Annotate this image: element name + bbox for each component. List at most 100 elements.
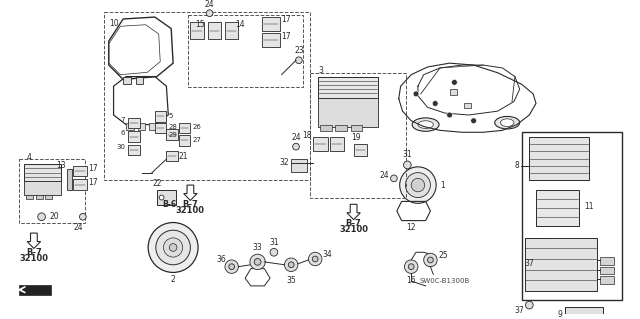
Bar bbox=[318, 77, 378, 98]
Text: 25: 25 bbox=[438, 251, 448, 260]
Bar bbox=[600, 267, 614, 274]
Bar bbox=[24, 181, 61, 195]
Bar bbox=[525, 238, 548, 257]
Bar bbox=[157, 190, 176, 205]
Text: 14: 14 bbox=[236, 20, 245, 29]
Ellipse shape bbox=[412, 118, 439, 131]
Bar bbox=[128, 131, 140, 142]
Text: 27: 27 bbox=[192, 137, 201, 143]
Text: 17: 17 bbox=[88, 164, 99, 173]
Text: SW0C-B1300B: SW0C-B1300B bbox=[420, 278, 470, 284]
Bar bbox=[565, 307, 604, 319]
Bar bbox=[450, 89, 458, 95]
Circle shape bbox=[159, 195, 164, 200]
Bar bbox=[318, 98, 378, 127]
Bar bbox=[166, 152, 178, 161]
Circle shape bbox=[250, 254, 265, 270]
Text: 31: 31 bbox=[403, 150, 412, 159]
Circle shape bbox=[428, 257, 433, 263]
Bar bbox=[26, 195, 33, 199]
Text: B-7: B-7 bbox=[182, 200, 198, 209]
Text: 13: 13 bbox=[56, 161, 65, 170]
Ellipse shape bbox=[148, 223, 198, 272]
Polygon shape bbox=[19, 285, 51, 294]
Text: 12: 12 bbox=[406, 224, 416, 233]
Text: 29: 29 bbox=[168, 132, 177, 138]
Text: 17: 17 bbox=[282, 32, 291, 41]
Circle shape bbox=[413, 91, 419, 97]
Text: 15: 15 bbox=[195, 20, 205, 29]
Text: 11: 11 bbox=[584, 202, 593, 211]
Text: 24: 24 bbox=[73, 224, 83, 233]
Text: 32100: 32100 bbox=[176, 205, 205, 215]
Text: 36: 36 bbox=[216, 255, 226, 263]
Bar bbox=[155, 111, 166, 122]
Circle shape bbox=[308, 252, 322, 266]
Text: B-7: B-7 bbox=[26, 248, 42, 257]
Ellipse shape bbox=[163, 238, 182, 257]
Circle shape bbox=[254, 258, 261, 265]
Ellipse shape bbox=[156, 230, 190, 265]
Text: 24: 24 bbox=[380, 171, 389, 180]
Bar bbox=[600, 257, 614, 265]
Text: 17: 17 bbox=[88, 178, 99, 187]
Bar bbox=[149, 123, 157, 130]
Bar bbox=[291, 159, 307, 172]
Ellipse shape bbox=[412, 178, 425, 192]
Bar bbox=[190, 22, 204, 39]
Text: 35: 35 bbox=[286, 276, 296, 285]
Text: 4: 4 bbox=[26, 153, 31, 162]
Bar bbox=[464, 103, 471, 108]
Bar bbox=[225, 22, 238, 39]
Bar bbox=[262, 17, 280, 31]
Text: 22: 22 bbox=[152, 179, 161, 188]
Text: 17: 17 bbox=[282, 15, 291, 25]
Bar bbox=[179, 135, 190, 146]
Circle shape bbox=[424, 253, 437, 267]
Bar bbox=[128, 118, 140, 129]
Bar bbox=[138, 123, 145, 130]
Text: 16: 16 bbox=[406, 276, 416, 285]
Bar bbox=[529, 137, 589, 180]
Bar bbox=[73, 166, 86, 176]
Bar bbox=[36, 195, 42, 199]
Circle shape bbox=[270, 249, 278, 256]
Text: B-6: B-6 bbox=[162, 200, 177, 209]
Text: 18: 18 bbox=[302, 131, 311, 140]
Text: 1: 1 bbox=[440, 181, 445, 189]
Ellipse shape bbox=[169, 244, 177, 251]
Bar bbox=[522, 132, 623, 300]
Ellipse shape bbox=[400, 167, 436, 203]
Text: 21: 21 bbox=[179, 152, 188, 161]
Text: 8: 8 bbox=[515, 161, 520, 170]
Circle shape bbox=[288, 262, 294, 268]
Text: 3: 3 bbox=[318, 66, 323, 75]
Circle shape bbox=[225, 260, 238, 273]
Bar bbox=[525, 238, 596, 291]
Text: 6: 6 bbox=[120, 130, 125, 136]
Circle shape bbox=[390, 175, 397, 182]
Bar bbox=[207, 22, 221, 39]
Bar bbox=[262, 33, 280, 47]
Text: 34: 34 bbox=[322, 250, 332, 259]
Text: 24: 24 bbox=[291, 133, 301, 142]
Text: 2: 2 bbox=[171, 275, 175, 284]
Circle shape bbox=[38, 213, 45, 221]
Text: 28: 28 bbox=[168, 124, 177, 130]
Text: 19: 19 bbox=[351, 133, 362, 142]
Ellipse shape bbox=[495, 116, 520, 129]
Circle shape bbox=[471, 118, 477, 124]
Text: 33: 33 bbox=[253, 243, 262, 252]
Text: 30: 30 bbox=[116, 144, 125, 150]
Bar bbox=[136, 77, 143, 84]
Text: 24: 24 bbox=[205, 0, 214, 9]
Circle shape bbox=[404, 260, 418, 273]
Circle shape bbox=[408, 264, 414, 270]
Bar bbox=[330, 137, 344, 151]
Bar bbox=[600, 276, 614, 284]
Text: FR.: FR. bbox=[29, 285, 46, 294]
Text: 31: 31 bbox=[269, 238, 279, 247]
Text: 26: 26 bbox=[192, 124, 201, 130]
Bar bbox=[536, 190, 579, 226]
Text: 9: 9 bbox=[557, 310, 562, 319]
